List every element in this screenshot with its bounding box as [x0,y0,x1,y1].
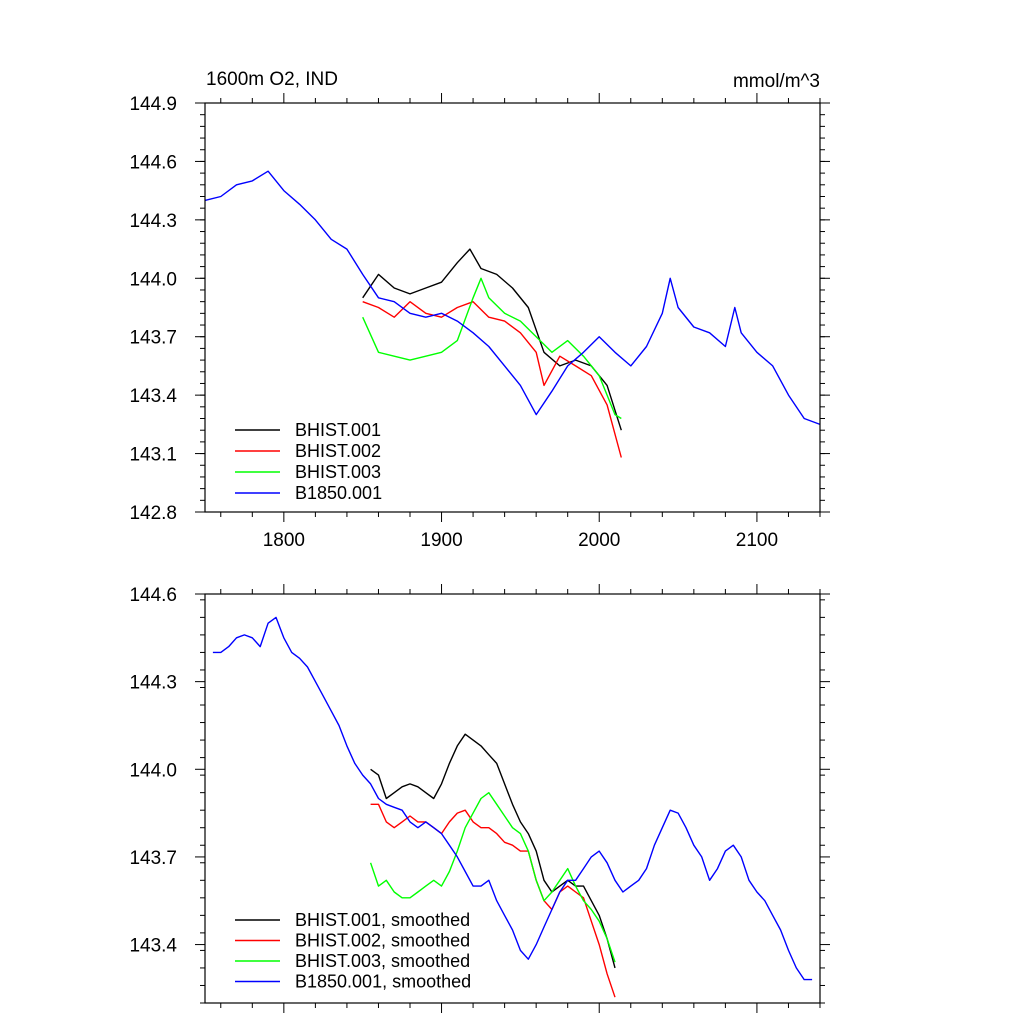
y-tick-label: 144.3 [129,211,177,232]
bottom-plot-frame [204,593,821,1004]
series-line-b1850-001 [204,170,821,426]
bottom-series-group [212,616,813,998]
top-axes-ticks: 1800 1900 2000 2100 142.8 143.1 143.4 143.7 144.… [129,93,830,551]
legend-label: BHIST.002, smoothed [295,931,470,951]
series-line-bhist-001 [362,248,622,431]
legend-label: BHIST.003 [295,462,381,482]
series-line-bhist-002-smoothed [370,803,616,998]
series-line-bhist-003 [362,277,622,420]
legend-label: BHIST.001, smoothed [295,910,470,930]
y-tick-label: 144.0 [129,269,177,290]
y-tick-label: 143.4 [129,936,177,957]
legend-label: BHIST.003, smoothed [295,951,470,971]
y-tick-label: 144.6 [129,152,177,173]
legend-label: B1850.001, smoothed [295,972,471,992]
x-tick-label: 1900 [420,530,462,551]
top-title-right: mmol/m^3 [733,71,820,92]
series-line-bhist-001-smoothed [370,733,616,969]
x-tick-label: 2100 [736,530,778,551]
legend-label: BHIST.001 [295,420,381,440]
y-tick-label: 144.3 [129,673,177,694]
series-line-b1850-001-smoothed [212,616,813,981]
legend-label: BHIST.002 [295,441,381,461]
top-title-left: 1600m O2, IND [206,69,338,90]
y-tick-label: 142.8 [129,503,177,524]
y-tick-label: 144.0 [129,760,177,781]
x-tick-label: 2000 [578,530,620,551]
y-tick-label: 144.9 [129,94,177,115]
legend-label: B1850.001 [295,483,382,503]
top-series-group [204,170,821,458]
series-line-bhist-003-smoothed [369,792,616,963]
y-tick-label: 143.1 [129,445,177,466]
y-tick-label: 143.7 [129,328,177,349]
x-tick-label: 1800 [263,530,305,551]
bottom-plot-panel: 143.4 143.7 144.0 144.3 144.6 BHIST.001, smo… [129,584,830,1013]
top-plot-frame [204,102,821,513]
y-tick-label: 143.4 [129,386,177,407]
bottom-axes-ticks: 143.4 143.7 144.0 144.3 144.6 [129,584,830,1013]
top-plot-panel: 1600m O2, IND mmol/m^3 1800 1900 2000 21001… [129,69,830,551]
y-tick-label: 144.6 [129,585,177,606]
series-line-bhist-002 [362,301,622,458]
y-tick-label: 143.7 [129,848,177,869]
